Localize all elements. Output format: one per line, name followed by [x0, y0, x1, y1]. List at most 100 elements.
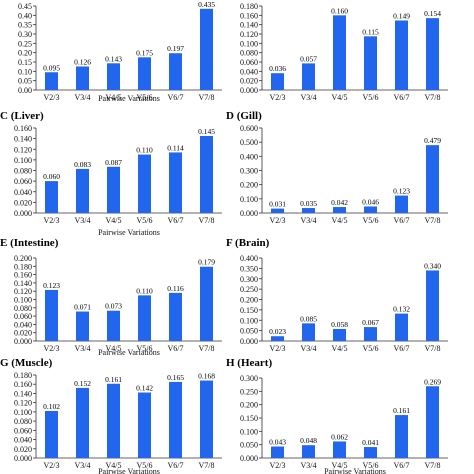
bar [75, 168, 90, 213]
data-label: 0.067 [362, 318, 379, 327]
x-tick-label: V7/8 [199, 216, 215, 225]
y-tick-label: 0.020 [14, 445, 32, 454]
x-tick-label: V2/3 [270, 93, 286, 102]
data-label: 0.142 [136, 384, 153, 393]
x-tick-label: V4/5 [332, 461, 348, 470]
y-tick-label: 0.040 [14, 188, 32, 197]
y-tick-label: 0.060 [14, 426, 32, 435]
x-tick-label: V3/4 [301, 461, 317, 470]
data-label: 0.197 [167, 44, 184, 53]
y-tick-label: 0.350 [240, 264, 258, 273]
chart-panel-5: E (Intestine)0.0000.0200.0400.0600.0800.… [0, 237, 222, 357]
y-tick-label: 0.150 [240, 306, 258, 315]
data-label: 0.123 [393, 187, 410, 196]
data-label: 0.435 [198, 0, 215, 9]
y-tick-label: 0.020 [14, 198, 32, 207]
y-tick-label: 0.000 [240, 86, 258, 95]
data-label: 0.041 [362, 438, 379, 447]
x-tick-label: V5/6 [363, 216, 379, 225]
x-axis-label: Pairwise Variations [324, 467, 386, 474]
x-tick-label: V5/6 [137, 93, 153, 102]
y-tick-label: 0.10 [18, 67, 32, 76]
y-tick-label: 0.000 [14, 209, 32, 218]
data-label: 0.085 [300, 314, 317, 323]
y-tick-label: 0.020 [240, 77, 258, 86]
data-label: 0.165 [167, 373, 184, 382]
data-label: 0.145 [198, 127, 215, 136]
data-label: 0.083 [74, 160, 91, 169]
x-tick-label: V3/4 [301, 216, 317, 225]
y-tick-label: 0.200 [240, 296, 258, 305]
x-tick-label: V2/3 [270, 216, 286, 225]
bar [137, 57, 152, 90]
y-tick-label: 0.140 [14, 389, 32, 398]
data-label: 0.110 [136, 286, 153, 295]
bar [363, 327, 378, 341]
x-tick-label: V7/8 [199, 93, 215, 102]
y-tick-label: 0.080 [14, 167, 32, 176]
bar [199, 135, 214, 213]
x-tick-label: V2/3 [44, 461, 60, 470]
chart-panel-3: C (Liver)0.0000.0200.0400.0600.0800.1000… [0, 110, 222, 237]
chart-panel-7: G (Muscle) 0.0000.0200.0400.0600.0800.100… [0, 357, 222, 474]
y-tick-label: 0.000 [240, 454, 258, 463]
y-tick-label: 0.000 [14, 337, 32, 346]
panel-title: F (Brain) [226, 237, 270, 249]
x-tick-label: V2/3 [270, 344, 286, 353]
x-tick-label: V4/5 [106, 344, 122, 353]
x-tick-label: V7/8 [425, 461, 441, 470]
chart-panel-8: H (Heart) 0.000 0.050 0.100 0.150 0.200 0.250 0… [226, 357, 448, 474]
panel-title: E (Intestine) [0, 237, 59, 249]
panel-title: D (Gill) [226, 110, 262, 122]
data-label: 0.161 [105, 375, 122, 384]
x-tick-label: V3/4 [75, 93, 91, 102]
data-label: 0.149 [393, 11, 410, 20]
y-tick-label: 0.15 [18, 58, 32, 67]
bar [44, 72, 59, 90]
y-tick-label: 0.120 [14, 145, 32, 154]
y-tick-label: 0.000 [14, 454, 32, 463]
x-tick-label: V5/6 [137, 461, 153, 470]
x-tick-label: V7/8 [199, 344, 215, 353]
chart-panel-1: 0.000.050.100.150.200.250.300.350.400.45… [18, 0, 222, 103]
y-tick-label: 0.100 [240, 195, 258, 204]
y-tick-label: 0.100 [240, 39, 258, 48]
y-tick-label: 0.400 [240, 152, 258, 161]
bar [363, 36, 378, 90]
data-label: 0.132 [393, 305, 410, 314]
y-tick-label: 0.060 [14, 177, 32, 186]
x-tick-label: V2/3 [270, 461, 286, 470]
y-tick-label: 0.100 [240, 427, 258, 436]
x-tick-label: V7/8 [425, 216, 441, 225]
chart-panel-6: F (Brain)0.0000.0500.1000.1500.2000.2500… [226, 237, 448, 353]
x-tick-label: V6/7 [394, 93, 410, 102]
data-label: 0.048 [300, 436, 317, 445]
y-tick-label: 0.100 [240, 316, 258, 325]
bar [394, 313, 409, 341]
panel-title: H (Heart) [226, 357, 272, 369]
bar [75, 66, 90, 90]
y-tick-label: 0.180 [14, 371, 32, 380]
x-tick-label: V6/7 [394, 344, 410, 353]
data-label: 0.031 [269, 200, 286, 209]
y-tick-label: 0.05 [18, 77, 32, 86]
x-tick-label: V3/4 [75, 344, 91, 353]
y-tick-label: 0.45 [18, 2, 32, 11]
y-tick-label: 0.00 [18, 86, 32, 95]
x-tick-label: V4/5 [106, 461, 122, 470]
bar [425, 18, 440, 91]
x-axis-label: Pairwise Variations [98, 467, 160, 474]
y-tick-label: 0.160 [240, 11, 258, 20]
bar [168, 292, 183, 341]
x-tick-label: V4/5 [332, 93, 348, 102]
bar [394, 20, 409, 90]
data-label: 0.116 [167, 284, 184, 293]
y-tick-label: 0.040 [14, 436, 32, 445]
y-tick-label: 0.040 [14, 320, 32, 329]
y-tick-label: 0.200 [240, 401, 258, 410]
y-tick-label: 0.150 [240, 414, 258, 423]
y-tick-label: 0.000 [240, 209, 258, 218]
chart-panel-4: D (Gill) 0.000 0.100 0.200 0.300 0.400 0.500 0.… [226, 110, 448, 225]
bar [199, 266, 214, 341]
bar [106, 166, 121, 213]
